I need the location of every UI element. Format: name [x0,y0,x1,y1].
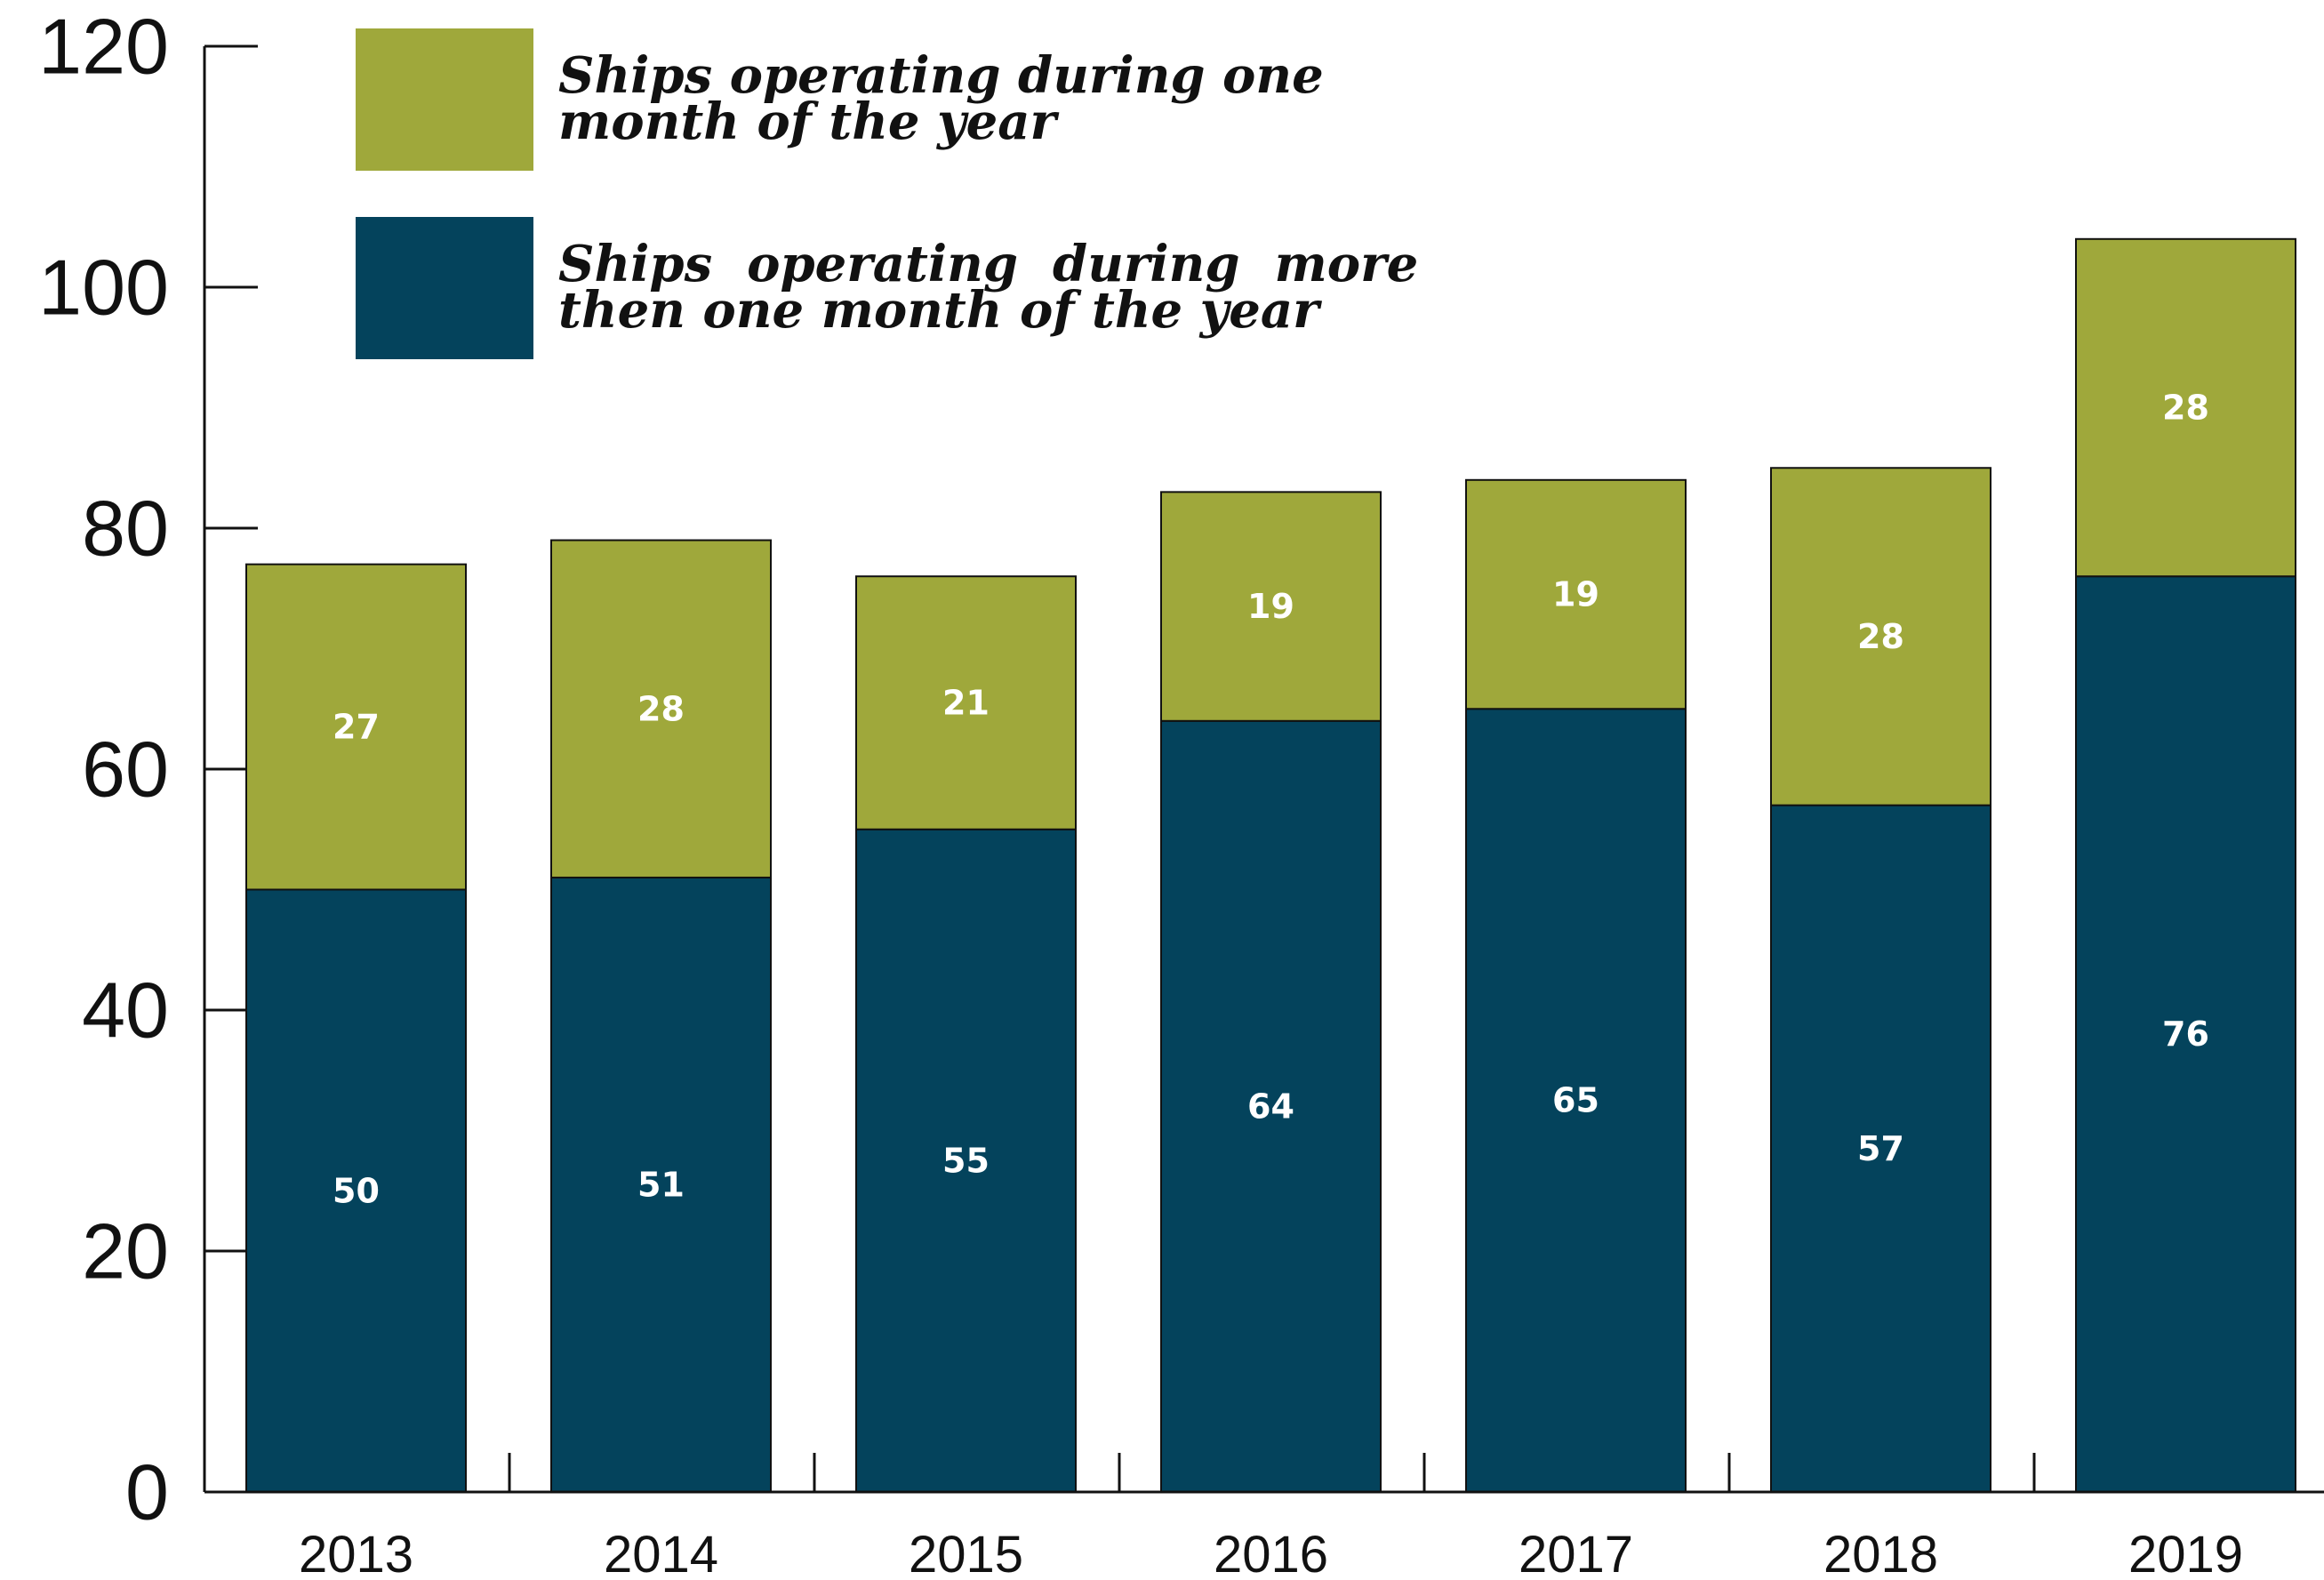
y-tick-label: 0 [125,1448,169,1536]
bar-segment [855,828,1077,1493]
data-label: 28 [637,689,685,728]
data-label: 55 [942,1141,990,1180]
data-label: 51 [637,1165,685,1204]
bar-segment [1465,478,1687,710]
x-tick-label: 2018 [1823,1526,1938,1580]
data-label: 65 [1552,1081,1599,1120]
y-tick-label: 100 [38,244,169,332]
x-tick-label: 2016 [1214,1526,1328,1580]
bar-segment [245,888,467,1493]
data-label: 19 [1247,587,1294,626]
data-label: 57 [1857,1129,1904,1168]
data-label: 21 [942,683,990,722]
data-label: 19 [1552,575,1599,614]
y-tick-label: 20 [82,1207,169,1295]
bar-segment [2075,237,2296,578]
bar-segment [2075,575,2296,1494]
y-tick-label: 40 [82,966,169,1055]
legend-swatch [356,217,533,359]
legend-label: then one month of the year [558,281,1322,340]
x-tick-label: 2015 [909,1526,1023,1580]
x-tick-label: 2014 [604,1526,718,1580]
data-label: 28 [1857,617,1904,656]
legend-label: month of the year [558,92,1059,151]
bar-segment [1770,804,1991,1493]
legend-label: Ships operating during more [558,235,1418,293]
data-label: 27 [333,708,380,747]
y-axis: 0 20 40 60 80 100 120 [38,3,258,1536]
legend-label: Ships operating during one [558,46,1324,105]
bar-segment [550,539,772,878]
x-axis: 2013 2014 2015 2016 2017 2018 2019 [204,1453,2324,1580]
data-label: 64 [1247,1087,1294,1126]
bar-segment [1160,491,1382,722]
data-label: 50 [333,1171,380,1210]
x-tick-label: 2019 [2128,1526,2243,1580]
bar-segment [245,563,467,891]
y-tick-label: 80 [82,485,169,573]
bar-segment [1770,467,1991,806]
y-tick-label: 60 [82,726,169,814]
y-tick-label: 120 [38,3,169,91]
bar-segment [550,876,772,1493]
data-label: 76 [2162,1015,2209,1054]
legend-swatch [356,28,533,171]
bar-segment [855,575,1077,830]
x-tick-label: 2013 [299,1526,413,1580]
x-tick-label: 2017 [1519,1526,1633,1580]
data-label: 28 [2162,389,2209,428]
bars: 50 27 51 28 55 21 64 19 65 19 57 28 76 28 [245,237,2296,1494]
